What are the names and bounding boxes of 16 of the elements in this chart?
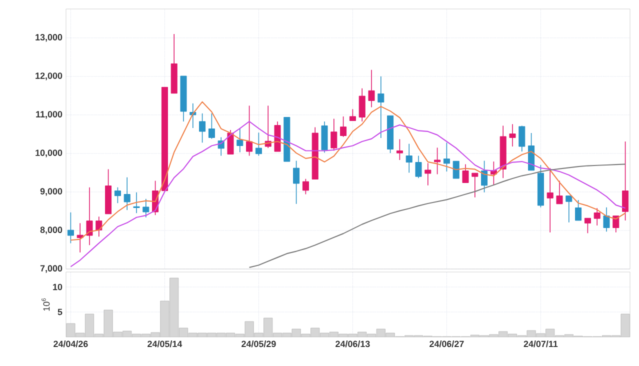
x-tick-label: 24/05/29 bbox=[242, 340, 276, 348]
x-tick-label: 24/05/14 bbox=[148, 340, 182, 348]
x-tick-label: 24/06/13 bbox=[336, 340, 370, 348]
y-tick-label: 13,000 bbox=[36, 34, 62, 42]
y-tick-label: 12,000 bbox=[36, 72, 62, 80]
y-tick-label: 9,000 bbox=[40, 188, 62, 196]
y-tick-label: 10,000 bbox=[36, 150, 62, 158]
y-tick-label: 5 bbox=[58, 308, 62, 316]
y-tick-label: 10 bbox=[53, 284, 62, 290]
x-tick-label: 24/04/26 bbox=[54, 340, 88, 348]
y-axis-title: 10$^{6}$ bbox=[42, 298, 50, 311]
y-tick-label: 11,000 bbox=[36, 111, 62, 119]
x-tick-label: 24/07/11 bbox=[524, 340, 558, 348]
x-tick-label: 24/06/27 bbox=[430, 340, 464, 348]
y-tick-label: 8,000 bbox=[40, 226, 62, 234]
y-tick-label: 7,000 bbox=[40, 265, 62, 273]
